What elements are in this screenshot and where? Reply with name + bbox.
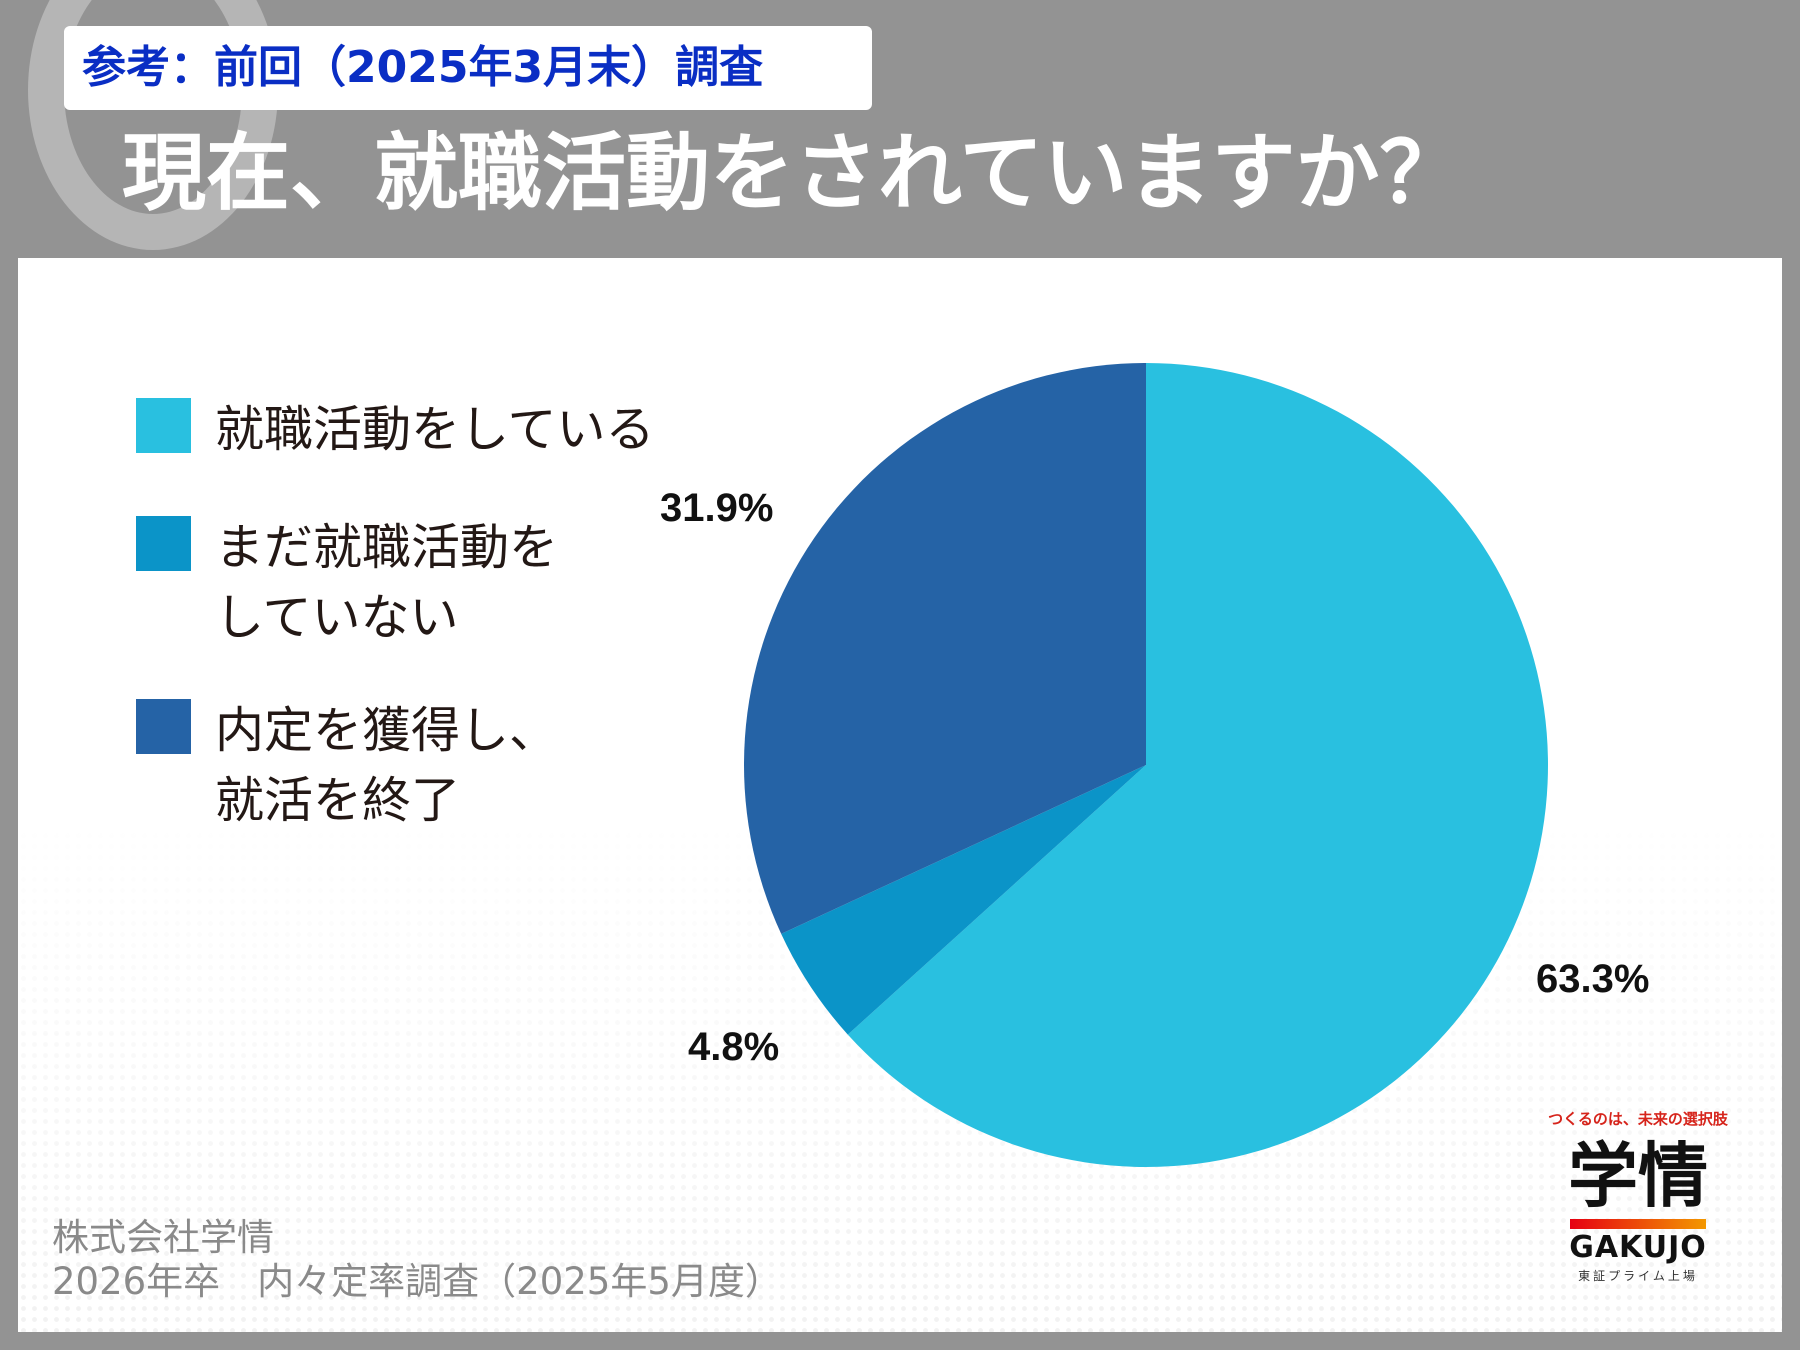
source-note: 株式会社学情 2026年卒 内々定率調査（2025年5月度） [52, 1216, 782, 1304]
page-title: 現在、就職活動をされていますか？ [122, 124, 1464, 222]
gakujo-logo: つくるのは、未来の選択肢 学情 GAKUJO 東証プライム上場 [1543, 1108, 1733, 1298]
source-company: 株式会社学情 [52, 1216, 274, 1259]
legend-label: 就職活動をしている [215, 401, 655, 458]
source-survey: 2026年卒 内々定率調査（2025年5月度） [52, 1260, 782, 1303]
data-label-job-hunting: 63.3% [1536, 957, 1650, 1001]
legend-label: 内定を獲得し、 就活を終了 [215, 702, 559, 829]
legend-item-job-hunting: 就職活動をしている [136, 395, 655, 465]
data-label-finished: 31.9% [660, 486, 774, 530]
pie-slice-finished [744, 363, 1146, 934]
reference-tag: 参考：前回（2025年3月末）調査 [64, 26, 872, 110]
legend-item-not-started: まだ就職活動を していない [136, 513, 558, 653]
data-label-not-started: 4.8% [688, 1025, 780, 1069]
logo-bar [1570, 1219, 1706, 1229]
legend-swatch [136, 398, 191, 453]
pie-slice-job-hunting [847, 363, 1548, 1167]
legend-label: まだ就職活動を していない [215, 519, 559, 646]
logo-tagline: つくるのは、未来の選択肢 [1548, 1110, 1728, 1128]
logo-name: GAKUJO [1569, 1230, 1707, 1265]
logo-sub: 東証プライム上場 [1578, 1269, 1698, 1283]
legend-swatch [136, 699, 191, 754]
legend-item-finished: 内定を獲得し、 就活を終了 [136, 696, 558, 836]
legend-swatch [136, 516, 191, 571]
pie-slice-not-started [781, 765, 1146, 1035]
logo-mark: 学情 [1568, 1135, 1708, 1217]
